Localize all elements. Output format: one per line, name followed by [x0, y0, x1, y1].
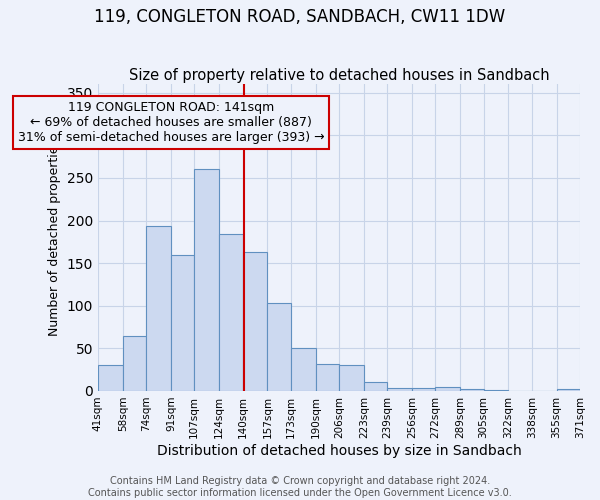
Text: 119 CONGLETON ROAD: 141sqm
← 69% of detached houses are smaller (887)
31% of sem: 119 CONGLETON ROAD: 141sqm ← 69% of deta…: [17, 101, 324, 144]
Bar: [387, 388, 412, 391]
Bar: [291, 348, 316, 391]
Bar: [219, 234, 242, 391]
Bar: [484, 390, 508, 391]
Bar: [242, 252, 268, 391]
Title: Size of property relative to detached houses in Sandbach: Size of property relative to detached ho…: [128, 68, 549, 83]
Text: Contains HM Land Registry data © Crown copyright and database right 2024.
Contai: Contains HM Land Registry data © Crown c…: [88, 476, 512, 498]
Bar: [146, 226, 171, 391]
X-axis label: Distribution of detached houses by size in Sandbach: Distribution of detached houses by size …: [157, 444, 521, 458]
Bar: [194, 170, 219, 391]
Bar: [268, 303, 291, 391]
Bar: [171, 254, 194, 391]
Bar: [339, 366, 364, 391]
Bar: [364, 382, 387, 391]
Bar: [460, 390, 484, 391]
Bar: [122, 336, 146, 391]
Y-axis label: Number of detached properties: Number of detached properties: [48, 139, 61, 336]
Text: 119, CONGLETON ROAD, SANDBACH, CW11 1DW: 119, CONGLETON ROAD, SANDBACH, CW11 1DW: [94, 8, 506, 26]
Bar: [436, 386, 460, 391]
Bar: [412, 388, 436, 391]
Bar: [98, 366, 122, 391]
Bar: [316, 364, 339, 391]
Bar: [557, 390, 580, 391]
